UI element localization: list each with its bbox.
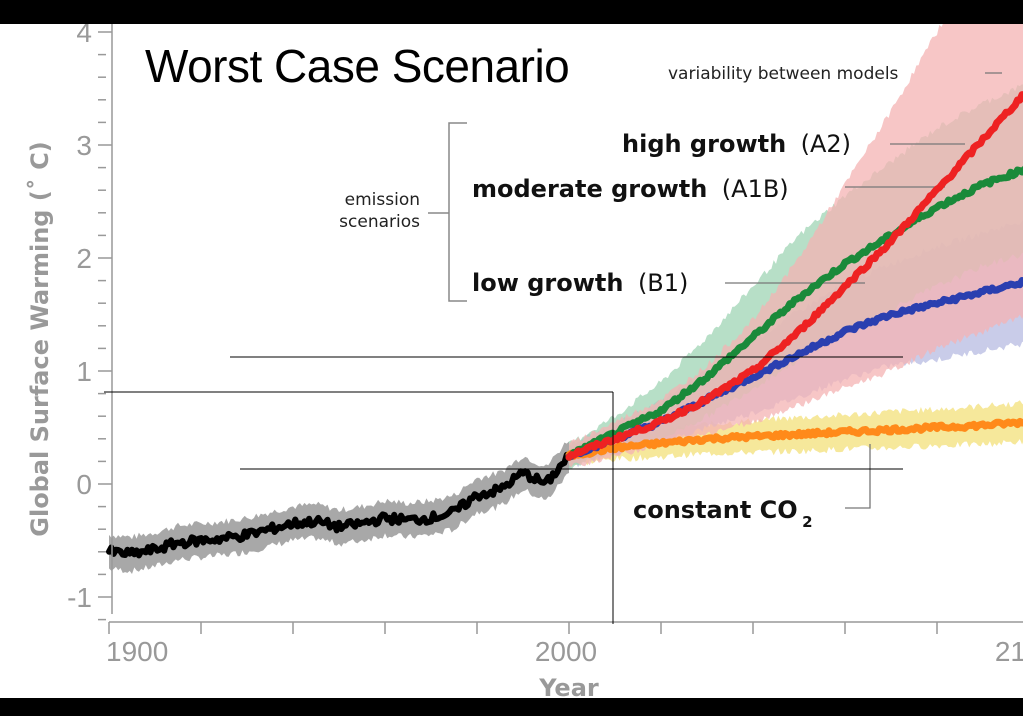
historical-line: [106, 451, 572, 559]
low-growth-label: low growth (B1): [472, 269, 688, 297]
constant-co2-leader: [845, 444, 871, 509]
high-growth-label: high growth (A2): [622, 130, 851, 158]
A2-band: [569, 24, 1023, 468]
A1B-line: [565, 166, 1023, 461]
moderate-growth-name: moderate growth: [472, 175, 707, 203]
emission-scenarios-label-line1: emission: [345, 190, 420, 210]
y-tick-label: 2: [76, 243, 92, 274]
emission-scenarios-bracket: [428, 122, 467, 302]
variability-label: variability between models: [668, 64, 899, 84]
constant-co2-subscript: 2: [802, 513, 812, 531]
moderate-growth-label: moderate growth (A1B): [472, 175, 789, 203]
high-growth-name: high growth: [622, 130, 786, 158]
A2-line: [565, 91, 1023, 461]
y-tick-label: 3: [76, 130, 92, 161]
x-axis-title: Year: [538, 674, 599, 698]
series-lines: [106, 91, 1023, 559]
low-growth-name: low growth: [472, 269, 623, 297]
axes: -1 0 1 2 3 4 1900 2000 2100: [67, 24, 1023, 667]
constant-co2-name: constant CO: [633, 496, 798, 524]
historical-band: [109, 441, 569, 575]
chart-slide: -1 0 1 2 3 4 1900 2000 2100 Global Surface Warmi…: [0, 24, 1023, 698]
x-tick-label: 2000: [535, 636, 597, 667]
constant-co2-label: constant CO 2: [633, 496, 813, 531]
y-tick-label: 4: [76, 24, 92, 48]
y-tick-label: 1: [76, 356, 92, 387]
slide-title: Worst Case Scenario: [145, 40, 570, 92]
x-tick-label: 2100: [995, 636, 1023, 667]
emission-scenarios-label-line2: scenarios: [339, 212, 420, 232]
uncertainty-bands: [109, 24, 1023, 575]
constant-line: [565, 417, 1023, 460]
high-growth-code: (A2): [801, 130, 851, 158]
low-growth-code: (B1): [638, 269, 688, 297]
annotation-leader-lines: [725, 72, 1002, 509]
y-tick-label: 0: [76, 469, 92, 500]
x-tick-label: 1900: [106, 636, 168, 667]
y-axis-title: Global Surface Warming (˚ C): [26, 141, 54, 536]
warming-chart: -1 0 1 2 3 4 1900 2000 2100 Global Surface Warmi…: [26, 24, 1023, 698]
overlay-lines: [104, 356, 903, 624]
moderate-growth-code: (A1B): [722, 175, 789, 203]
y-tick-label: -1: [67, 582, 92, 613]
